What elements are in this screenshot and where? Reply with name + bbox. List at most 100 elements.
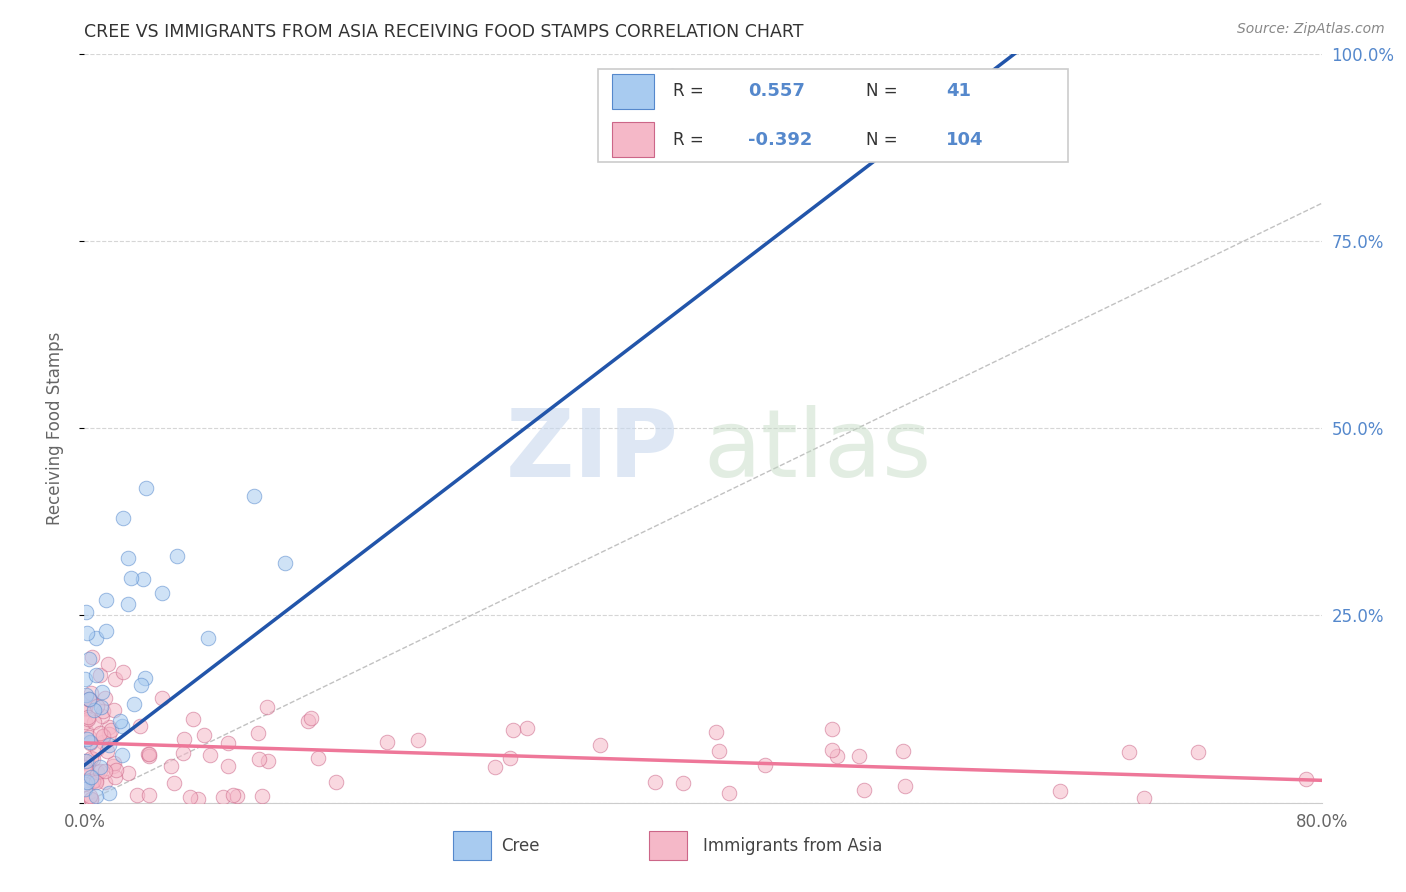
Point (110, 719, 132, 733)
Point (80, 770, 103, 784)
Point (101, 759, 124, 773)
Point (79, 736, 101, 750)
Point (77, 766, 100, 780)
Point (672, 776, 695, 790)
Point (77, 692, 100, 706)
Point (129, 678, 152, 692)
Point (274, 556, 297, 570)
Point (181, 712, 204, 726)
Point (226, 789, 249, 804)
Text: Source: ZipAtlas.com: Source: ZipAtlas.com (1237, 22, 1385, 37)
Point (82, 752, 104, 766)
Point (77, 692, 100, 706)
Point (150, 690, 173, 705)
Point (84, 789, 107, 803)
Point (79, 734, 101, 748)
Point (79, 789, 101, 803)
Point (91, 704, 114, 718)
Point (76, 710, 98, 724)
Point (91, 729, 114, 743)
Point (217, 759, 239, 773)
Point (103, 703, 125, 717)
Point (73, 754, 96, 768)
Point (717, 786, 740, 800)
Point (198, 748, 221, 763)
Point (406, 733, 429, 747)
Point (138, 789, 160, 803)
Point (96, 593, 118, 607)
Point (159, 759, 181, 773)
Point (853, 782, 876, 797)
Point (375, 734, 398, 748)
Point (91, 729, 114, 743)
Point (307, 751, 329, 765)
Point (134, 671, 156, 685)
Point (754, 758, 776, 772)
Point (83, 715, 105, 730)
Point (243, 489, 266, 503)
Point (84, 668, 107, 682)
Point (129, 719, 152, 733)
Point (91, 735, 114, 749)
Point (247, 752, 270, 766)
Point (73, 702, 96, 716)
Point (94, 774, 117, 789)
Point (96, 657, 118, 672)
Point (86, 742, 108, 756)
Point (94, 690, 117, 705)
Point (163, 776, 186, 790)
Point (79, 692, 101, 706)
Point (1118, 745, 1140, 759)
Point (84, 775, 107, 789)
Point (100, 723, 122, 737)
Point (76, 626, 98, 640)
Point (589, 738, 612, 752)
Point (91, 709, 114, 723)
Point (1295, 772, 1317, 786)
Point (80, 686, 103, 700)
Point (98, 786, 121, 800)
Point (76, 757, 98, 772)
Point (75, 754, 97, 768)
Point (325, 775, 347, 789)
Point (98, 727, 121, 741)
Point (94, 764, 117, 778)
Y-axis label: Receiving Food Stamps: Receiving Food Stamps (45, 332, 63, 524)
Point (179, 789, 201, 804)
Point (299, 711, 322, 725)
Point (104, 771, 127, 785)
Point (132, 572, 155, 586)
Point (75, 760, 97, 774)
Point (484, 760, 506, 774)
Point (89, 725, 111, 739)
Point (117, 597, 139, 611)
Point (217, 736, 239, 750)
Point (76, 731, 98, 746)
Point (73, 777, 96, 791)
Point (193, 728, 215, 742)
Point (91, 685, 114, 699)
Point (644, 774, 666, 789)
Point (297, 714, 319, 728)
Point (82, 649, 104, 664)
Point (75, 724, 97, 739)
Point (246, 725, 269, 739)
Point (1187, 745, 1209, 759)
Point (86, 764, 108, 779)
Point (197, 631, 219, 645)
Point (821, 722, 844, 736)
Point (120, 571, 142, 585)
Point (104, 763, 127, 777)
Point (89, 764, 111, 779)
Point (73, 714, 96, 729)
Point (256, 754, 278, 768)
Point (821, 743, 844, 757)
Point (256, 700, 278, 714)
Point (172, 746, 194, 760)
Point (89, 668, 111, 682)
Point (83, 773, 105, 788)
Point (94, 624, 117, 638)
Point (80, 751, 103, 765)
Point (75, 772, 97, 787)
Text: atlas: atlas (703, 405, 931, 497)
